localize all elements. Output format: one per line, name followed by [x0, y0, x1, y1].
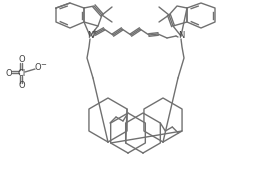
Text: O: O [35, 64, 41, 73]
Text: Cl: Cl [18, 68, 26, 77]
Text: N: N [178, 32, 184, 41]
Text: O: O [19, 56, 25, 65]
Text: −: − [40, 62, 46, 68]
Text: N: N [87, 32, 93, 41]
Text: +: + [91, 29, 97, 35]
Text: O: O [19, 82, 25, 90]
Text: O: O [6, 68, 12, 77]
